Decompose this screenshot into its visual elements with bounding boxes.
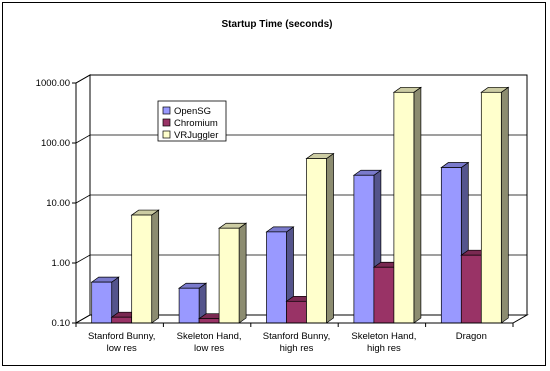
bar-chromium <box>286 300 307 324</box>
x-category-label: low res <box>194 343 224 354</box>
y-tick-label: 1000.00 <box>36 78 70 89</box>
bar-vrjuggler <box>131 214 153 324</box>
x-category-label: Skeleton Hand, <box>351 331 416 342</box>
y-tick-label: 100.00 <box>41 138 70 149</box>
gridline <box>75 134 527 144</box>
startup-time-chart: Startup Time (seconds) 0.10 1.00 10.00 100.… <box>36 19 529 354</box>
bar-chromium <box>198 318 220 324</box>
y-tick-label: 10.00 <box>46 198 70 209</box>
legend-label-chromium: Chromium <box>174 118 218 129</box>
bar-opensg <box>440 167 462 324</box>
bar-side-vrjuggler <box>238 222 247 324</box>
bar-chromium <box>373 266 395 324</box>
legend-swatch-chromium <box>162 118 171 127</box>
bar-vrjuggler <box>306 158 327 324</box>
bar-opensg <box>266 231 287 324</box>
bar-vrjuggler <box>218 227 240 324</box>
bar-side-vrjuggler <box>413 86 422 324</box>
bar-side-vrjuggler <box>500 86 509 324</box>
y-tick-label: 1.00 <box>52 258 71 269</box>
x-category-label: Dragon <box>456 331 487 342</box>
bar-chromium <box>111 316 133 324</box>
gridline <box>75 194 527 204</box>
chart-title: Startup Time (seconds) <box>222 19 333 30</box>
bar-opensg <box>178 287 200 324</box>
chart-frame: Startup Time (seconds) 0.10 1.00 10.00 100.… <box>2 2 546 366</box>
legend-label-vrjuggler: VRJuggler <box>174 130 218 141</box>
bars <box>75 86 514 327</box>
x-category-label: Stanford Bunny, <box>263 331 330 342</box>
gridline <box>75 254 527 264</box>
legend-label-opensg: OpenSG <box>174 106 211 117</box>
x-category-label: high res <box>367 343 401 354</box>
x-category-label: low res <box>107 343 137 354</box>
x-category-label: high res <box>280 343 314 354</box>
x-category-label: Stanford Bunny, <box>88 331 155 342</box>
y-tick-label: 0.10 <box>52 318 71 329</box>
bar-opensg <box>91 281 113 324</box>
bar-side-vrjuggler <box>151 209 160 324</box>
x-category-label: Skeleton Hand, <box>177 331 242 342</box>
gridlines <box>72 74 527 324</box>
bar-vrjuggler <box>480 91 502 324</box>
y-axis-ticks: 0.10 1.00 10.00 100.00 1000.00 <box>36 78 70 329</box>
bar-opensg <box>353 174 375 324</box>
gridline <box>75 74 527 84</box>
legend-swatch-opensg <box>162 106 171 115</box>
bar-vrjuggler <box>393 91 415 324</box>
bar-chromium <box>460 254 482 324</box>
legend-swatch-vrjuggler <box>162 130 171 139</box>
bar-side-vrjuggler <box>326 152 334 324</box>
